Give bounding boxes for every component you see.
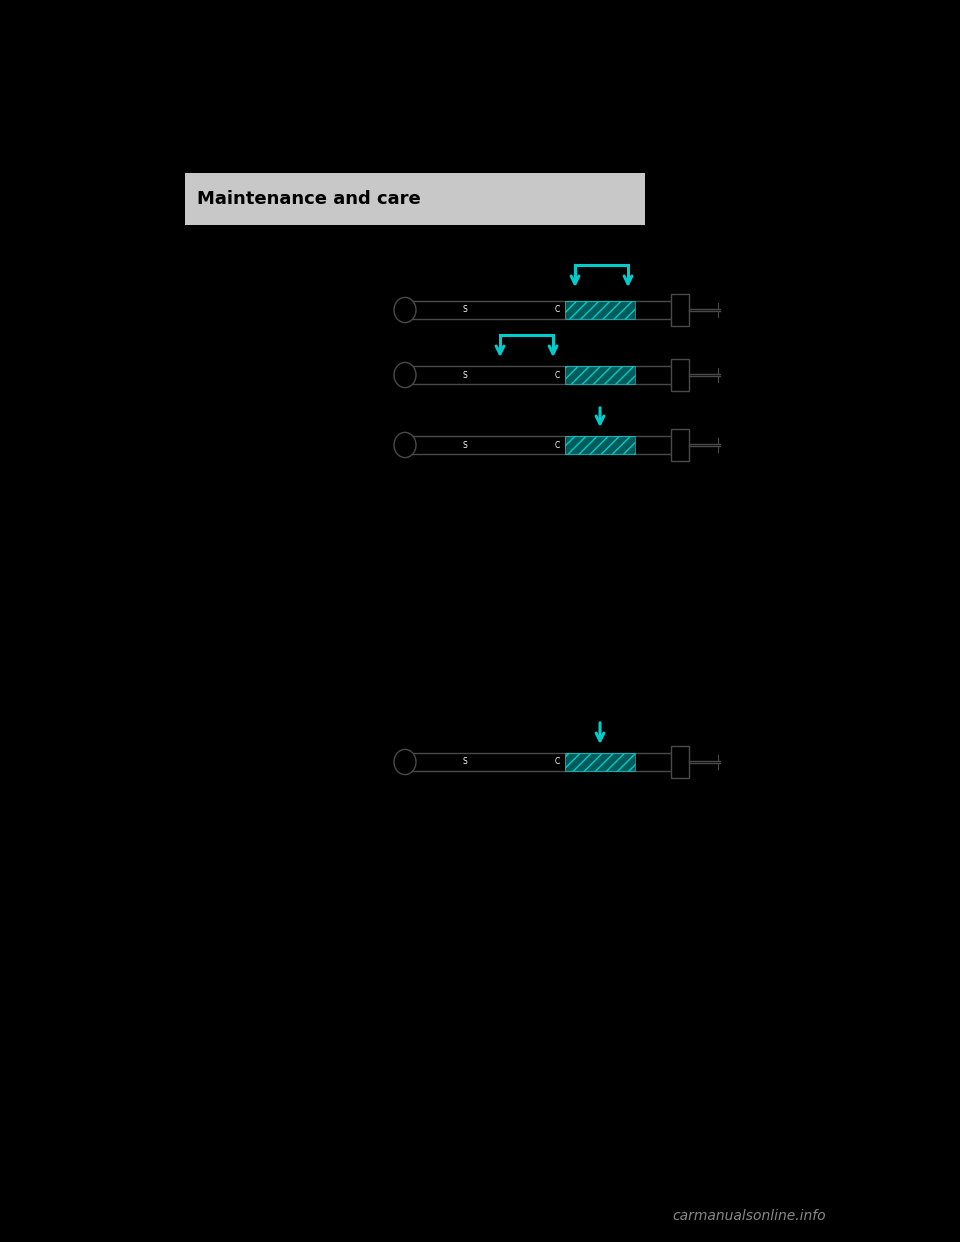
Text: C: C [554,370,560,380]
Text: C: C [554,758,560,766]
Bar [405,753,680,771]
Text: Maintenance and care: Maintenance and care [197,190,420,207]
Ellipse shape [394,749,416,775]
Bar [565,436,635,455]
Text: S: S [463,758,468,766]
Bar [565,753,635,771]
Bar [565,366,635,384]
Ellipse shape [394,432,416,457]
Bar [671,745,689,779]
Bar [671,294,689,327]
Bar [405,366,680,384]
Text: carmanualsonline.info: carmanualsonline.info [672,1210,826,1223]
Text: S: S [463,306,468,314]
Bar [565,366,635,384]
Ellipse shape [394,363,416,388]
Bar [565,753,635,771]
Text: C: C [554,441,560,450]
Bar [671,359,689,391]
Ellipse shape [394,297,416,323]
Text: S: S [463,370,468,380]
Text: S: S [463,441,468,450]
Bar [565,301,635,319]
Bar [565,436,635,455]
Bar [565,301,635,319]
Bar [185,173,645,225]
Bar [405,301,680,319]
Bar [405,436,680,455]
Bar [671,428,689,461]
Text: C: C [554,306,560,314]
